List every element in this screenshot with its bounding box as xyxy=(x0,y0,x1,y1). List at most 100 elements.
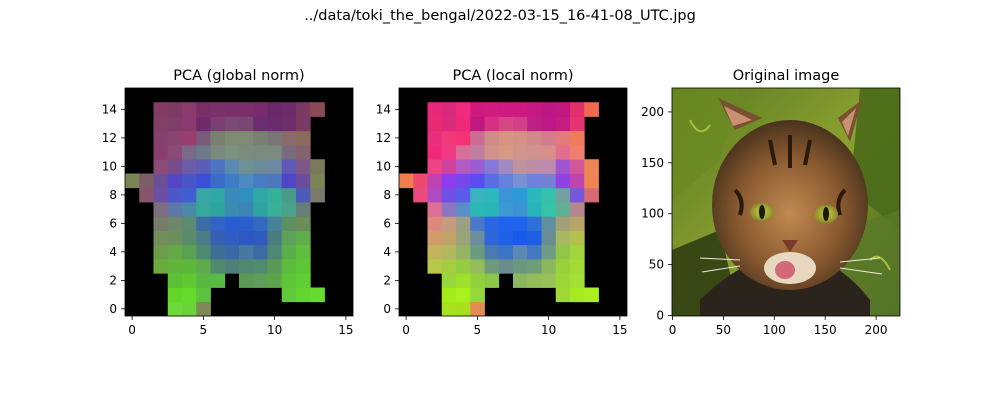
heatmap-cell xyxy=(498,102,514,117)
heatmap-cell xyxy=(310,102,325,117)
heatmap-cell xyxy=(253,145,268,160)
heatmap-cell xyxy=(167,159,183,174)
heatmap-cell xyxy=(153,216,169,231)
heatmap-cell xyxy=(210,230,226,246)
y-tick-label: 6 xyxy=(109,216,117,230)
axes-frame xyxy=(124,87,354,317)
heatmap-cell xyxy=(513,116,528,132)
y-tick-label: 4 xyxy=(383,245,391,259)
chart-original-image: Original image 0 50 100 150 200 0 50 100 150 200 xyxy=(641,68,901,337)
heatmap-cell xyxy=(498,230,514,246)
heatmap-cell xyxy=(527,259,542,274)
heatmap-cell xyxy=(570,259,585,274)
heatmap-cell xyxy=(153,116,169,132)
heatmap-cell xyxy=(527,202,542,217)
heatmap-cell xyxy=(498,159,514,174)
heatmap-cell xyxy=(296,244,311,260)
y-tick-label: 8 xyxy=(109,188,117,202)
heatmap-cell xyxy=(470,259,485,274)
y-tick-label: 10 xyxy=(102,159,117,173)
heatmap-cell xyxy=(210,130,226,146)
heatmap-cell xyxy=(555,173,571,189)
x-tick-label: 50 xyxy=(716,323,731,337)
heatmap-cell xyxy=(210,173,226,189)
heatmap-cell xyxy=(456,259,471,274)
heatmap-cell xyxy=(167,130,183,146)
heatmap-cell xyxy=(182,187,197,203)
heatmap-cell xyxy=(253,130,268,146)
heatmap-cell xyxy=(427,173,443,189)
heatmap-cell xyxy=(456,216,471,231)
heatmap-cell xyxy=(441,102,457,117)
heatmap-cell xyxy=(196,244,211,260)
x-tick-label: 0 xyxy=(402,323,410,337)
heatmap-cell xyxy=(399,173,414,189)
heatmap-cell xyxy=(196,230,211,246)
heatmap-cell xyxy=(484,244,500,260)
heatmap-cell xyxy=(484,159,500,174)
heatmap-cell xyxy=(570,145,585,160)
heatmap-cell xyxy=(427,159,443,174)
heatmap-cell xyxy=(210,202,226,217)
heatmap-cell xyxy=(253,202,268,217)
heatmap-cell xyxy=(182,130,197,146)
heatmap-cell xyxy=(456,244,471,260)
heatmap-cell xyxy=(267,159,283,174)
heatmap-cell xyxy=(296,230,311,246)
heatmap-cell xyxy=(182,202,197,217)
heatmap-cell xyxy=(196,187,211,203)
heatmap-cell xyxy=(470,130,485,146)
heatmap-cell xyxy=(541,244,557,260)
heatmap-cell xyxy=(427,116,443,132)
y-tick-label: 0 xyxy=(109,302,117,316)
heatmap-cell xyxy=(498,116,514,132)
heatmap-cell xyxy=(224,244,240,260)
heatmap-cell xyxy=(470,244,485,260)
heatmap-cell xyxy=(498,216,514,231)
heatmap-cell xyxy=(239,173,254,189)
heatmap-cell xyxy=(498,130,514,146)
y-tick-label: 10 xyxy=(376,159,391,173)
heatmap-cell xyxy=(239,102,254,117)
heatmap-cell xyxy=(527,244,542,260)
heatmap-cell xyxy=(513,244,528,260)
heatmap-cell xyxy=(296,145,311,160)
heatmap-cell xyxy=(210,273,226,288)
heatmap-cell xyxy=(513,230,528,246)
heatmap-cell xyxy=(441,173,457,189)
heatmap-cell xyxy=(541,216,557,231)
heatmap-cell xyxy=(210,159,226,174)
heatmap-cell xyxy=(182,216,197,231)
heatmap-cell xyxy=(153,230,169,246)
heatmap-cell xyxy=(456,102,471,117)
heatmap-cell xyxy=(167,301,183,317)
x-tick-label: 15 xyxy=(338,323,353,337)
heatmap-cell xyxy=(182,230,197,246)
heatmap-cell xyxy=(513,145,528,160)
x-tick-label: 5 xyxy=(474,323,482,337)
heatmap-cell xyxy=(513,173,528,189)
heatmap-cell xyxy=(541,230,557,246)
heatmap-cell xyxy=(153,102,169,117)
heatmap-cell xyxy=(210,187,226,203)
y-tick-label: 100 xyxy=(641,207,664,221)
y-tick-label: 14 xyxy=(376,102,391,116)
heatmap-cell xyxy=(167,145,183,160)
heatmap-cell xyxy=(310,187,325,203)
heatmap-cell xyxy=(153,202,169,217)
heatmap-cell xyxy=(196,159,211,174)
heatmap-cell xyxy=(239,130,254,146)
heatmap-cell xyxy=(281,230,297,246)
y-tick-label: 150 xyxy=(641,156,664,170)
heatmap-cell xyxy=(267,202,283,217)
heatmap-cell xyxy=(470,159,485,174)
heatmap-cell xyxy=(513,187,528,203)
heatmap-cell xyxy=(196,259,211,274)
chart-title: Original image xyxy=(733,68,840,84)
heatmap-cell xyxy=(570,244,585,260)
y-tick-label: 12 xyxy=(102,131,117,145)
heatmap-cell xyxy=(281,216,297,231)
heatmap-cell xyxy=(541,145,557,160)
heatmap-cell xyxy=(224,173,240,189)
heatmap-cell xyxy=(584,287,599,303)
